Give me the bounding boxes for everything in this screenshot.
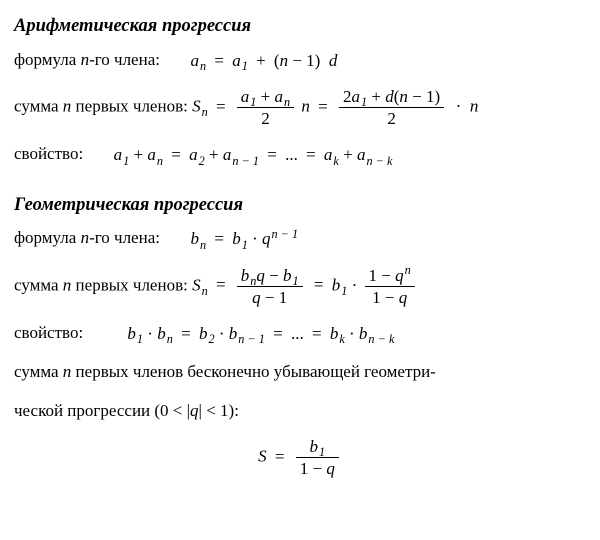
geom-inf-formula-row: S = b1 1 − q [14,436,586,480]
geom-heading: Геометрическая прогрессия [14,191,586,220]
geom-inf-line1: сумма n первых членов бесконечно убывающ… [14,359,586,385]
geom-sum-formula: Sn = bnq − b1 q − 1 = b1 · 1 − qn 1 − q [192,265,418,309]
geom-inf-line2: ческой прогрессии (0 < |q| < 1): [14,398,586,424]
geom-sum-label-1: сумма [14,275,63,294]
geom-nth-label: формула [14,228,81,247]
frac-2a1-dn1-2: 2a1 + d(n − 1) 2 [339,86,444,130]
geom-inf-formula: S = b1 1 − q [258,436,342,480]
arith-prop-row: свойство: a1 + an = a2 + an − 1 = ... = … [14,141,586,168]
arith-nth-row: формула n-го члена: an = a1 + (n − 1) d [14,47,586,74]
arith-prop-formula: a1 + an = a2 + an − 1 = ... = ak + an − … [114,142,393,168]
arith-nth-label-after: -го члена: [89,50,160,69]
arith-sum-formula: Sn = a1 + an 2 n = 2a1 + d(n − 1) 2 · n [192,86,478,130]
arith-nth-formula: an = a1 + (n − 1) d [190,48,337,74]
arith-heading: Арифметическая прогрессия [14,12,586,41]
geom-sum-label-2: первых членов: [71,275,192,294]
var-n: n [81,50,90,69]
geom-prop-formula: b1 · bn = b2 · bn − 1 = ... = bk · bn − … [127,321,394,347]
arith-sum-row: сумма n первых членов: Sn = a1 + an 2 n … [14,86,586,130]
frac-bnq-b1: bnq − b1 q − 1 [237,265,303,309]
geom-sum-row: сумма n первых членов: Sn = bnq − b1 q −… [14,265,586,309]
geom-nth-formula: bn = b1 · qn − 1 [190,226,298,252]
geom-nth-row: формула n-го члена: bn = b1 · qn − 1 [14,225,586,252]
geom-prop-label: свойство: [14,323,83,342]
frac-1-qn: 1 − qn 1 − q [365,265,415,309]
arith-nth-label: формула [14,50,81,69]
arith-sum-label-1: сумма [14,97,63,116]
arith-sum-label-2: первых членов: [71,97,192,116]
arith-prop-label: свойство: [14,144,83,163]
geom-prop-row: свойство: b1 · bn = b2 · bn − 1 = ... = … [14,320,586,347]
frac-a1-an-2: a1 + an 2 [237,86,294,130]
frac-b1-1mq: b1 1 − q [296,436,339,480]
geom-nth-label-after: -го члена: [89,228,160,247]
